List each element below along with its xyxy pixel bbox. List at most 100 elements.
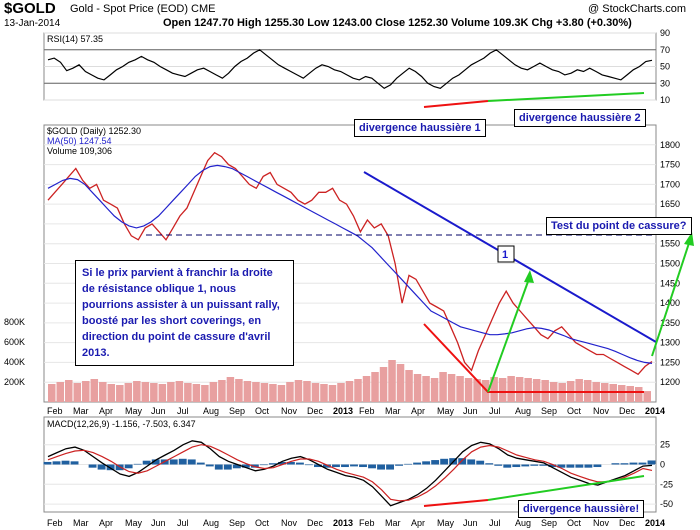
macd-histogram-bar <box>494 464 503 466</box>
volume-bar <box>617 385 626 402</box>
volume-bar <box>184 383 192 402</box>
volume-bar <box>362 376 371 402</box>
volume-bar <box>388 360 396 402</box>
macd-histogram-bar <box>512 464 521 468</box>
price-tick-label: 1350 <box>660 318 680 328</box>
macd-histogram-bar <box>359 464 367 468</box>
volume-bar <box>201 385 209 402</box>
macd-histogram-bar <box>314 464 322 468</box>
macd-x-tick-label: Jul <box>489 518 501 528</box>
macd-histogram-bar <box>422 461 431 465</box>
macd-tick-label: 25 <box>660 440 670 450</box>
volume-bar <box>243 381 252 402</box>
macd-histogram-bar <box>286 461 295 465</box>
volume-bar <box>65 380 73 402</box>
volume-bar <box>320 384 328 402</box>
volume-bar <box>507 376 515 402</box>
x-tick-label: Sep <box>541 406 557 416</box>
volume-bar <box>490 377 498 402</box>
volume-bar <box>226 377 235 402</box>
macd-x-tick-label: Mar <box>73 518 89 528</box>
volume-bar <box>260 383 269 402</box>
volume-bar <box>643 391 651 402</box>
macd-histogram-bar <box>70 461 79 465</box>
brand-label: @ StockCharts.com <box>588 3 686 15</box>
macd-histogram-bar <box>638 462 647 465</box>
volume-bar <box>311 383 320 402</box>
macd-histogram-bar <box>223 464 232 470</box>
macd-histogram-bar <box>115 464 124 471</box>
macd-x-tick-label: Nov <box>593 518 610 528</box>
macd-histogram-bar <box>43 461 52 465</box>
macd-histogram-bar <box>187 459 196 465</box>
macd-histogram-bar <box>332 464 340 468</box>
macd-histogram-bar <box>151 459 160 465</box>
macd-x-tick-label: Sep <box>541 518 557 528</box>
macd-histogram-bar <box>277 461 286 465</box>
macd-x-tick-label: Mar <box>385 518 401 528</box>
rsi-divergence-red-line <box>423 100 489 108</box>
macd-divergence-green-line <box>487 475 645 501</box>
rsi-tick-label: 70 <box>660 45 670 55</box>
volume-bar <box>422 376 430 402</box>
ma50-legend-label: MA(50) 1247.54 <box>47 136 112 146</box>
volume-bar <box>90 379 99 402</box>
rsi-divergence-green-line <box>487 92 645 102</box>
macd-histogram-bar <box>214 464 223 470</box>
macd-x-tick-label: Jun <box>151 518 166 528</box>
rsi-tick-label: 10 <box>660 95 670 105</box>
macd-x-tick-label: Oct <box>567 518 582 528</box>
x-tick-label: Aug <box>515 406 531 416</box>
price-tick-label: 1550 <box>660 239 680 249</box>
macd-histogram-bar <box>133 463 142 465</box>
x-tick-label: Apr <box>99 406 113 416</box>
price-tick-label: 1650 <box>660 199 680 209</box>
macd-histogram-bar <box>503 464 512 468</box>
macd-histogram-bar <box>647 460 656 465</box>
macd-histogram-bar <box>250 464 259 468</box>
macd-histogram-bar <box>368 464 376 469</box>
macd-histogram-bar <box>106 464 115 471</box>
macd-divergence-red-line <box>423 499 489 507</box>
rsi-series-line <box>47 49 653 90</box>
rsi-title-label: RSI(14) 57.35 <box>47 34 103 44</box>
rally-arrow-1-head <box>524 270 534 283</box>
price-tick-label: 1500 <box>660 259 680 269</box>
price-tick-label: 1450 <box>660 278 680 288</box>
x-tick-label: May <box>125 406 143 416</box>
x-tick-label: Feb <box>359 406 375 416</box>
volume-bar <box>439 372 447 402</box>
macd-histogram-bar <box>61 460 70 465</box>
volume-bar <box>141 382 150 402</box>
volume-bar <box>634 387 643 402</box>
macd-histogram-bar <box>178 458 187 465</box>
macd-histogram-bar <box>323 464 331 468</box>
volume-bar <box>626 386 634 402</box>
x-tick-label: Jun <box>151 406 166 416</box>
macd-histogram-bar <box>440 458 449 465</box>
macd-histogram-bar <box>458 458 467 465</box>
volume-bar <box>430 378 439 402</box>
macd-x-tick-label: May <box>437 518 455 528</box>
rsi-tick-label: 50 <box>660 62 670 72</box>
macd-x-tick-label: Oct <box>255 518 270 528</box>
volume-bar <box>464 378 473 402</box>
volume-bar <box>345 381 354 402</box>
price-tick-label: 1250 <box>660 357 680 367</box>
macd-histogram-bar <box>304 464 313 466</box>
rally-arrow-2 <box>651 239 691 357</box>
signal-series-line <box>47 444 653 502</box>
price-tick-label: 1700 <box>660 179 680 189</box>
volume-bar <box>235 379 243 402</box>
x-tick-label: 2013 <box>333 406 353 416</box>
volume-bar <box>150 383 158 402</box>
x-tick-label: Nov <box>593 406 610 416</box>
macd-x-tick-label: Aug <box>203 518 219 528</box>
annotation-divergence-1: divergence haussière 1 <box>354 119 486 137</box>
resistance-label-box <box>497 245 515 263</box>
macd-histogram-bar <box>350 464 358 467</box>
macd-histogram-bar <box>124 464 133 469</box>
macd-histogram-bar <box>485 463 494 465</box>
volume-bar <box>209 382 218 402</box>
volume-tick-label: 200K <box>4 377 25 387</box>
